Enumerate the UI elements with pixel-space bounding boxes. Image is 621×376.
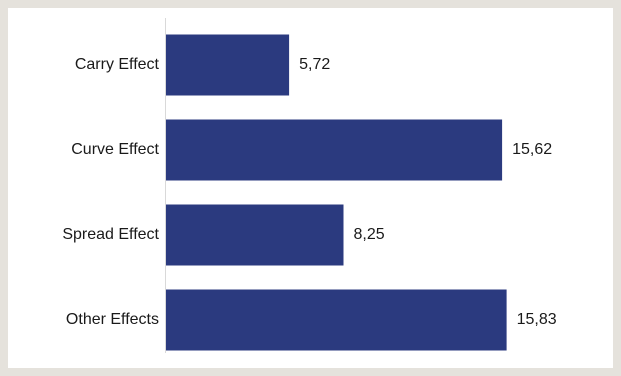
bar-group: Other Effects 15,83 [66,289,557,351]
bars-layer: Carry Effect 5,72 Curve Effect 15,62 Spread … [62,34,557,351]
category-label: Curve Effect [71,141,159,158]
bar [166,289,507,351]
bar-group: Curve Effect 15,62 [71,119,552,181]
category-label: Carry Effect [75,56,160,73]
bar-group: Carry Effect 5,72 [75,34,330,96]
bar-chart: Carry Effect 5,72 Curve Effect 15,62 Spread … [62,18,557,353]
category-label: Other Effects [66,311,159,328]
bar [166,204,344,266]
category-label: Spread Effect [62,226,159,243]
value-label: 5,72 [299,56,330,73]
value-label: 15,83 [517,311,557,328]
bar-group: Spread Effect 8,25 [62,204,385,266]
bar [166,34,290,96]
value-label: 15,62 [512,141,552,158]
value-label: 8,25 [354,226,385,243]
bar [166,119,503,181]
